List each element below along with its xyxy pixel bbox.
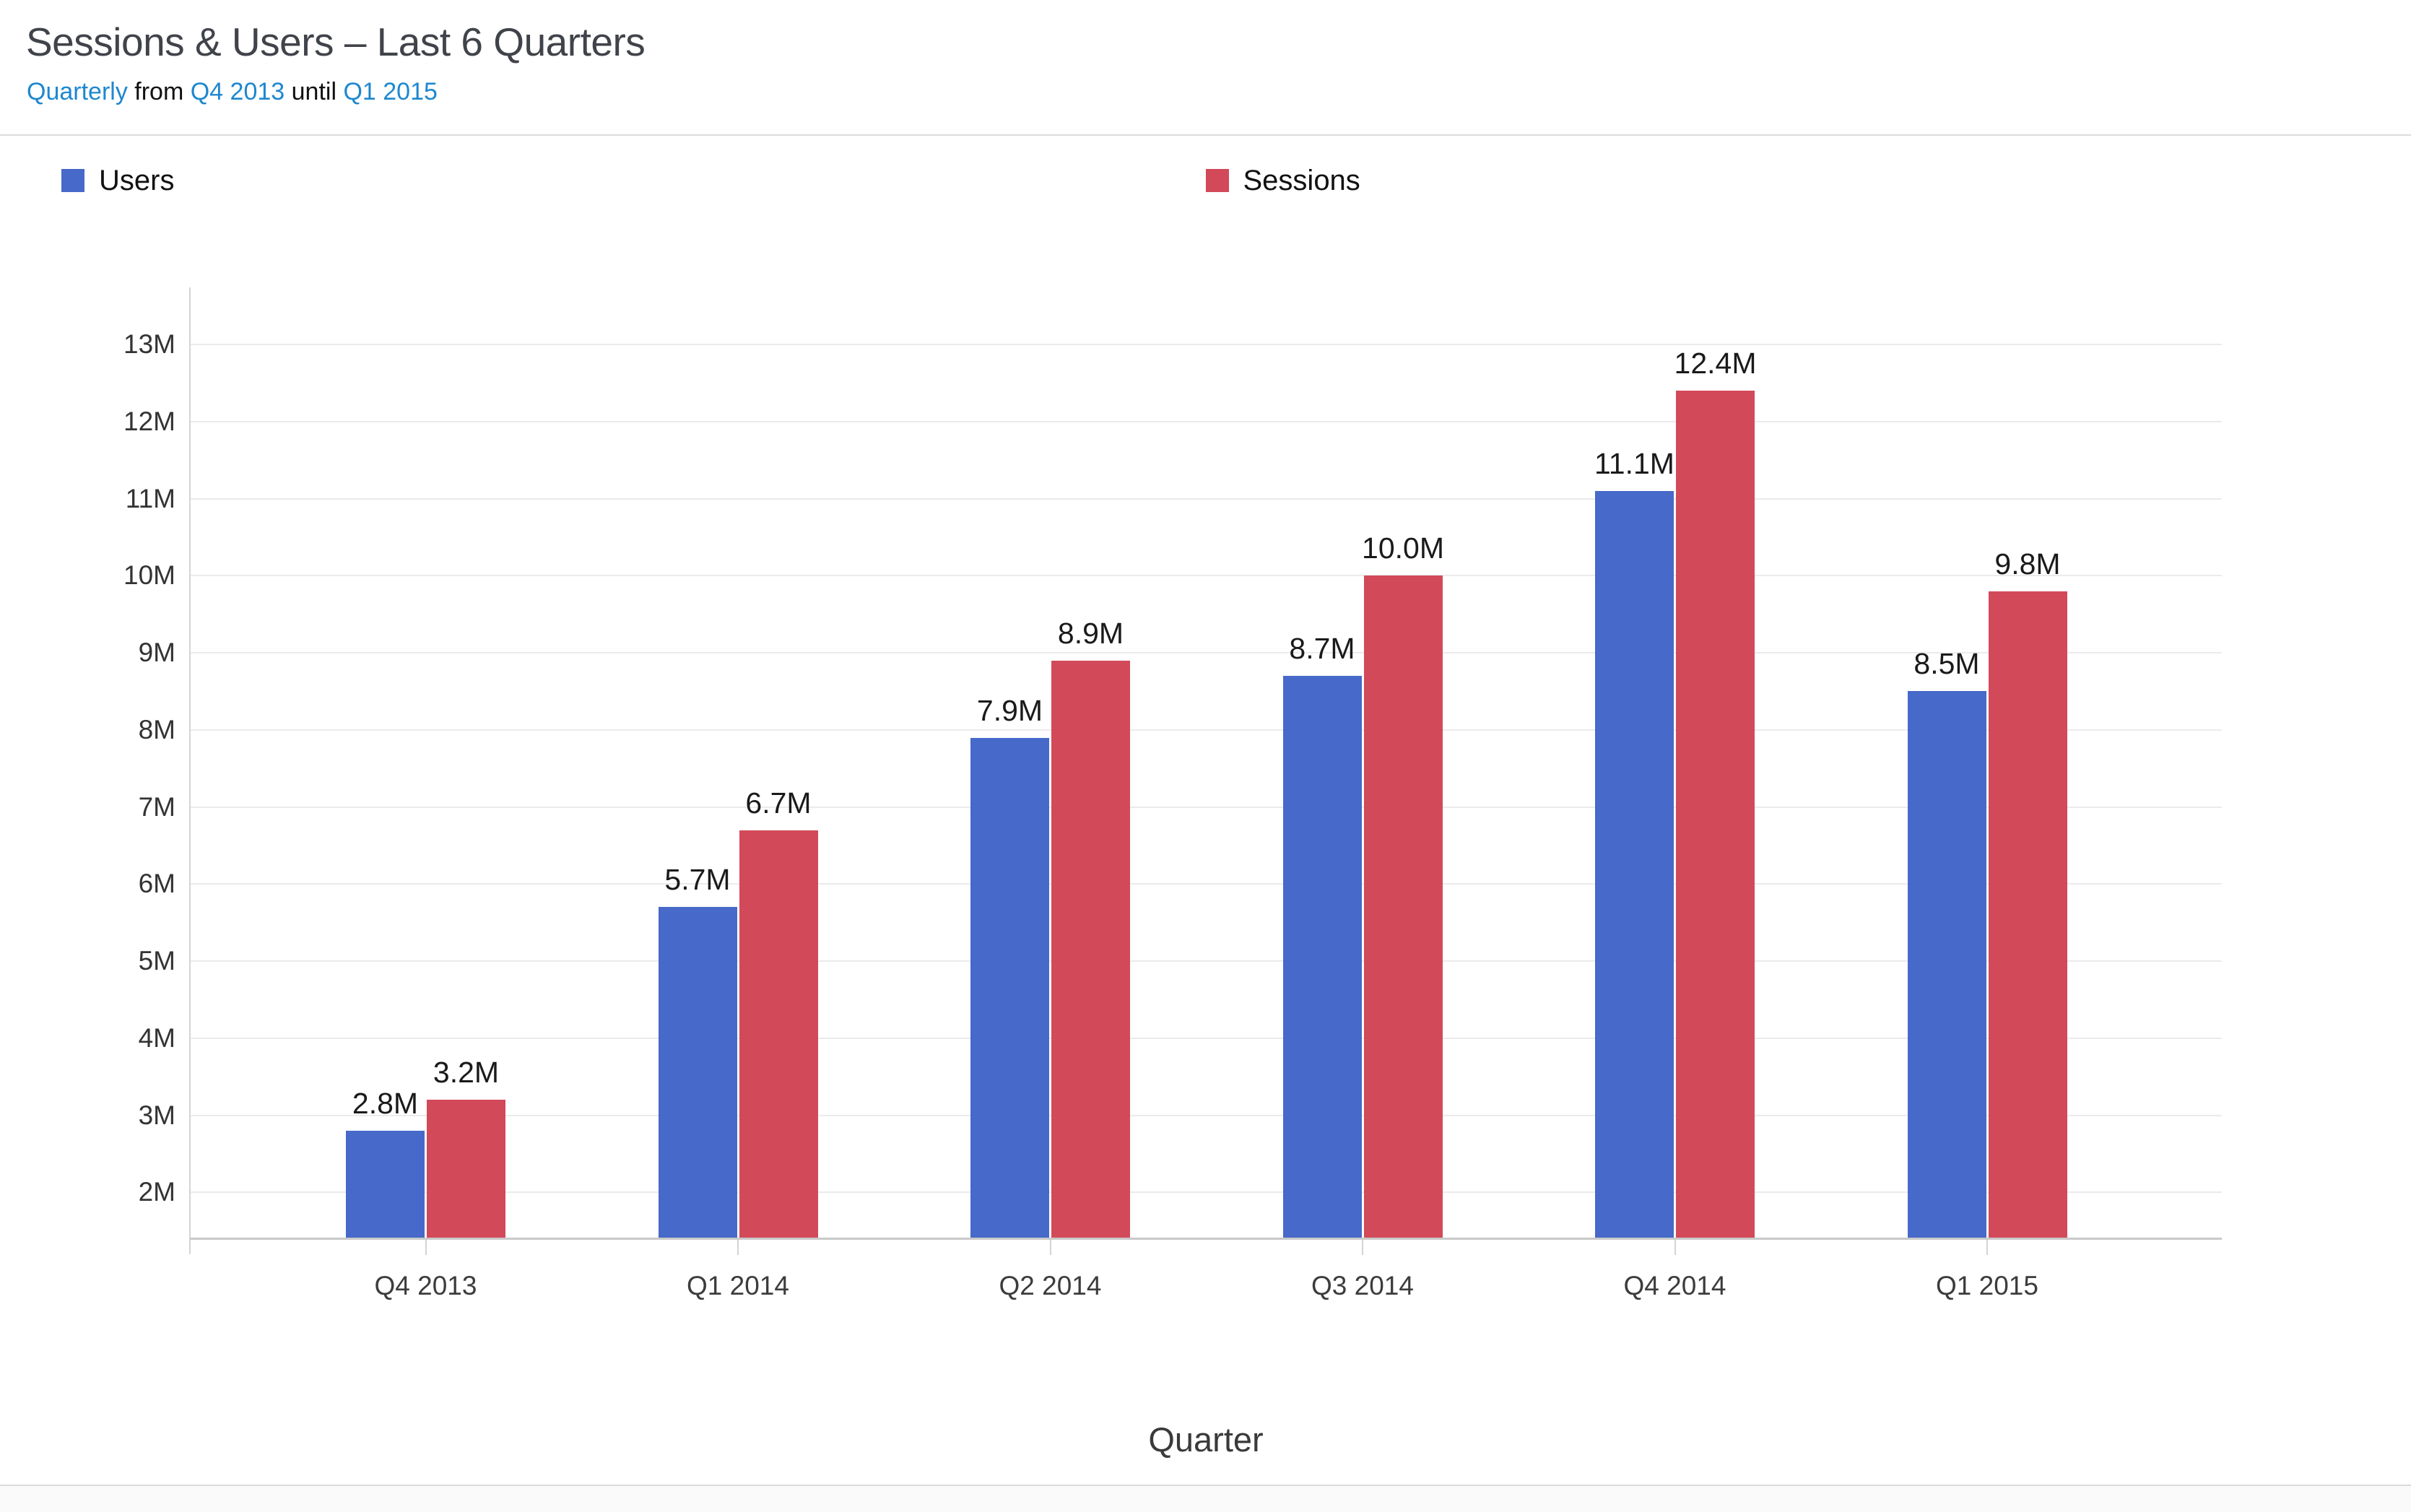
- y-axis-label-6m: 6M: [138, 869, 175, 899]
- y-axis-label-3m: 3M: [138, 1100, 175, 1130]
- legend-item-sessions[interactable]: Sessions: [1205, 165, 1360, 196]
- legend-item-users[interactable]: Users: [61, 166, 174, 195]
- gridline-6m: [190, 883, 2222, 885]
- bar-sessions-q2-2014[interactable]: [1051, 660, 1130, 1239]
- gridline-13m: [190, 344, 2222, 345]
- bar-sessions-q1-2015[interactable]: [1988, 591, 2067, 1239]
- bar-sessions-q4-2013[interactable]: [427, 1100, 505, 1239]
- x-axis-label-q2-2014[interactable]: Q2 2014: [999, 1271, 1102, 1300]
- x-axis-label-q1-2015[interactable]: Q1 2015: [1936, 1271, 2038, 1300]
- bar-sessions-q4-2014[interactable]: [1676, 391, 1755, 1239]
- subtitle-range-start: Q4 2013: [190, 78, 285, 105]
- bar-value-label-users-q3-2014: 8.7M: [1289, 632, 1355, 666]
- gridline-7m: [190, 806, 2222, 808]
- x-axis-label-q3-2014[interactable]: Q3 2014: [1311, 1271, 1414, 1300]
- gridline-3m: [190, 1114, 2222, 1116]
- x-axis-line: [190, 1238, 2222, 1240]
- x-axis-tick-q1-2015: [1986, 1240, 1988, 1255]
- y-axis-label-7m: 7M: [138, 791, 175, 822]
- bar-value-label-sessions-q4-2013: 3.2M: [433, 1056, 500, 1090]
- y-axis-label-4m: 4M: [138, 1022, 175, 1053]
- legend: Users Sessions: [0, 166, 2411, 195]
- gridline-5m: [190, 960, 2222, 963]
- legend-label-sessions: Sessions: [1243, 165, 1360, 196]
- bar-sessions-q1-2014[interactable]: [739, 830, 818, 1239]
- y-axis-label-12m: 12M: [123, 406, 175, 436]
- bar-users-q2-2014[interactable]: [970, 737, 1049, 1239]
- gridline-9m: [190, 652, 2222, 654]
- x-axis-tick-q3-2014: [1362, 1240, 1363, 1255]
- footer-strip: [0, 1486, 2411, 1512]
- y-axis-label-5m: 5M: [138, 946, 175, 976]
- subtitle-dimension: Quarterly: [27, 78, 128, 105]
- y-axis-label-8m: 8M: [138, 714, 175, 744]
- y-axis-label-9m: 9M: [138, 638, 175, 668]
- x-axis-tick-q4-2013: [425, 1240, 427, 1255]
- bar-value-label-sessions-q3-2014: 10.0M: [1362, 531, 1444, 565]
- bar-users-q3-2014[interactable]: [1282, 676, 1362, 1239]
- gridline-8m: [190, 729, 2222, 731]
- bar-users-q4-2014[interactable]: [1595, 490, 1674, 1239]
- gridline-10m: [190, 575, 2222, 577]
- x-axis-tick-q1-2014: [737, 1240, 739, 1255]
- bar-users-q1-2014[interactable]: [658, 907, 737, 1239]
- legend-label-users: Users: [99, 165, 175, 196]
- chart-title: Sessions & Users – Last 6 Quarters: [26, 19, 646, 64]
- y-axis-label-2m: 2M: [138, 1177, 175, 1207]
- y-axis-label-13m: 13M: [123, 329, 175, 359]
- y-axis-label-10m: 10M: [123, 560, 175, 591]
- x-axis-title: Quarter: [1148, 1420, 1264, 1459]
- x-axis-tick-q2-2014: [1049, 1240, 1051, 1255]
- users-legend-swatch-icon: [61, 169, 84, 192]
- gridline-12m: [190, 420, 2222, 422]
- bar-users-q1-2015[interactable]: [1907, 691, 1986, 1239]
- gridline-2m: [190, 1191, 2222, 1194]
- bar-users-q4-2013[interactable]: [346, 1131, 425, 1239]
- bar-value-label-sessions-q4-2014: 12.4M: [1674, 347, 1757, 381]
- x-axis-label-q4-2014[interactable]: Q4 2014: [1623, 1271, 1726, 1300]
- bar-value-label-users-q4-2013: 2.8M: [352, 1087, 419, 1121]
- chart-subtitle: Quarterly from Q4 2013 until Q1 2015: [27, 77, 438, 107]
- footer-divider: [0, 1485, 2411, 1486]
- gridline-11m: [190, 498, 2222, 500]
- subtitle-range-end: Q1 2015: [343, 78, 438, 105]
- bar-value-label-users-q1-2015: 8.5M: [1913, 647, 1980, 681]
- bar-value-label-users-q2-2014: 7.9M: [976, 693, 1043, 727]
- bar-value-label-users-q4-2014: 11.1M: [1594, 446, 1674, 480]
- x-axis-label-q1-2014[interactable]: Q1 2014: [687, 1271, 789, 1300]
- header-divider: [0, 134, 2411, 136]
- subtitle-text-until: until: [284, 78, 344, 105]
- x-axis-label-q4-2013[interactable]: Q4 2013: [374, 1271, 477, 1300]
- bar-value-label-sessions-q2-2014: 8.9M: [1057, 616, 1124, 650]
- x-axis-tick-q4-2014: [1674, 1240, 1676, 1255]
- subtitle-text-from: from: [127, 78, 191, 105]
- y-axis-line: [189, 287, 191, 1254]
- bar-sessions-q3-2014[interactable]: [1363, 575, 1443, 1239]
- sessions-legend-swatch-icon: [1205, 169, 1229, 192]
- bar-value-label-sessions-q1-2014: 6.7M: [745, 786, 812, 820]
- bar-value-label-users-q1-2014: 5.7M: [664, 863, 731, 897]
- bar-value-label-sessions-q1-2015: 9.8M: [1994, 547, 2061, 581]
- y-axis-label-11m: 11M: [125, 483, 175, 513]
- gridline-4m: [190, 1037, 2222, 1039]
